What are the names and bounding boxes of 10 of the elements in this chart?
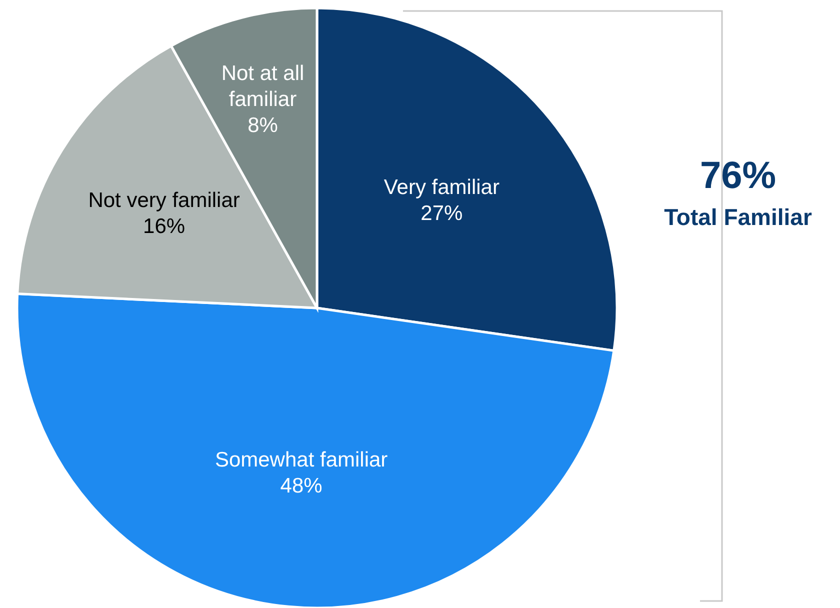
slice-label: Somewhat familiar bbox=[214, 448, 388, 471]
data-label: 48% bbox=[280, 474, 322, 497]
data-label: 27% bbox=[420, 201, 463, 224]
slice-label: Very familiar bbox=[384, 175, 500, 198]
text: Total Familiar bbox=[664, 204, 812, 230]
slice-label: Not at all familiar bbox=[221, 61, 304, 110]
slice-label: Not very familiar bbox=[88, 188, 240, 212]
data-label: 8% bbox=[248, 113, 278, 136]
data-label: 16% bbox=[143, 214, 186, 238]
text: 76% bbox=[700, 155, 776, 197]
